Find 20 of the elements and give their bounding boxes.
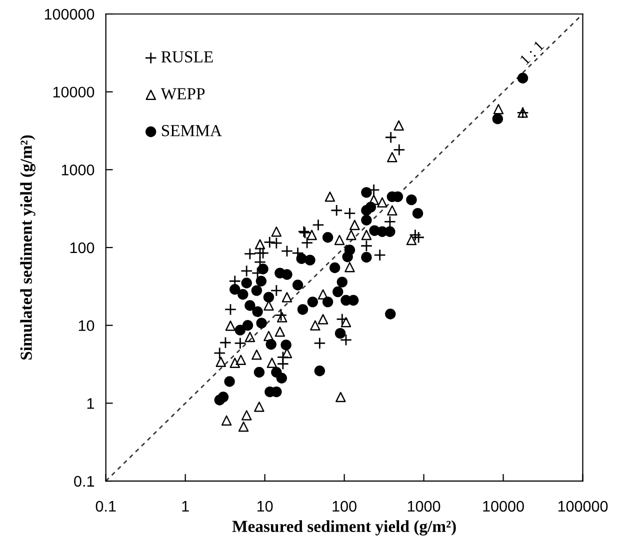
y-tick-label: 100000 [44, 8, 94, 20]
x-axis-title: Measured sediment yield (g/m²) [232, 520, 456, 536]
y-tick-label: 100 [70, 242, 94, 254]
annotation: 1 : 1 [519, 40, 544, 66]
legend-label: SEMMA [162, 125, 222, 136]
y-tick-label: 1 [87, 398, 94, 409]
y-tick-label: 1000 [62, 164, 94, 176]
x-tick-label: 100 [332, 500, 356, 512]
legend-label: RUSLE [161, 51, 213, 62]
x-tick-label: 100000 [558, 500, 608, 512]
y-tick-label: 10000 [53, 86, 94, 98]
y-tick-label: 0.1 [74, 476, 94, 487]
x-tick-label: 1000 [408, 500, 440, 512]
y-tick-label: 10 [78, 320, 94, 332]
legend-label: WEPP [160, 88, 205, 100]
x-tick-label: 10 [257, 500, 273, 512]
x-tick-label: 0.1 [96, 500, 116, 512]
x-tick-label: 10000 [483, 500, 524, 512]
y-axis-title: Simulated sediment yield (g/m²) [20, 135, 36, 360]
x-tick-label: 1 [182, 501, 189, 512]
